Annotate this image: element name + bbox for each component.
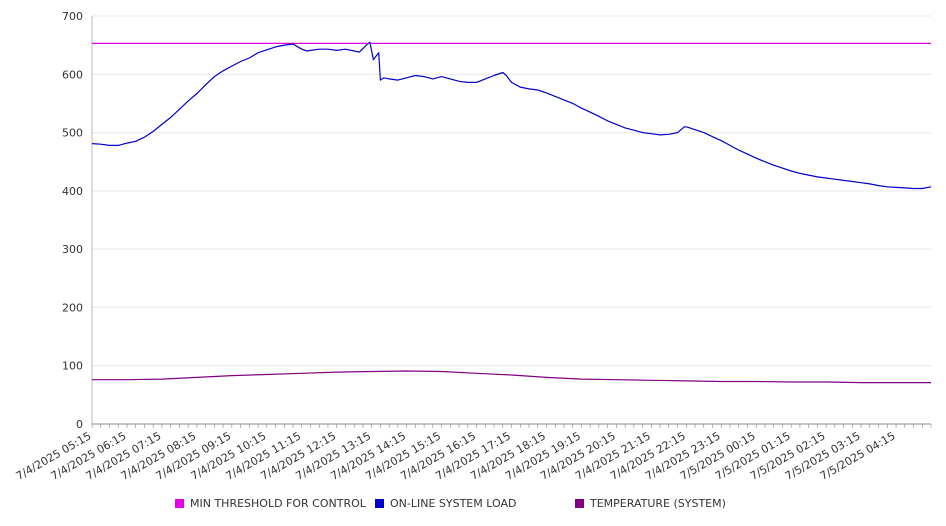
series-line-1 (91, 41, 932, 190)
legend-label: ON-LINE SYSTEM LOAD (390, 497, 517, 510)
series-line-2 (92, 370, 931, 384)
y-tick-labels: 0 100 200 300 400 500 600 700 (62, 10, 83, 431)
legend-item-online-system-load[interactable]: ON-LINE SYSTEM LOAD (375, 497, 516, 510)
legend-swatch (375, 499, 384, 508)
legend-swatch (575, 499, 584, 508)
gridlines (92, 15, 931, 367)
y-tick-label: 300 (62, 243, 83, 256)
y-tick-label: 100 (62, 360, 83, 373)
legend-item-temperature-system[interactable]: TEMPERATURE (SYSTEM) (575, 497, 726, 510)
legend-label: MIN THRESHOLD FOR CONTROL (190, 497, 366, 510)
y-tick-label: 700 (62, 10, 83, 23)
legend-item-min-threshold[interactable]: MIN THRESHOLD FOR CONTROL (175, 497, 366, 510)
x-tick-labels: 7/4/2025 05:157/4/2025 06:157/4/2025 07:… (14, 429, 898, 483)
y-tick-label: 200 (62, 301, 83, 314)
axes (91, 16, 932, 428)
legend-swatch (175, 499, 184, 508)
y-tick-label: 600 (62, 68, 83, 81)
y-tick-label: 400 (62, 185, 83, 198)
legend-label: TEMPERATURE (SYSTEM) (590, 497, 726, 510)
y-tick-label: 0 (76, 418, 83, 431)
y-tick-label: 500 (62, 127, 83, 140)
legend: MIN THRESHOLD FOR CONTROL ON-LINE SYSTEM… (0, 497, 946, 515)
series-lines (91, 41, 932, 384)
